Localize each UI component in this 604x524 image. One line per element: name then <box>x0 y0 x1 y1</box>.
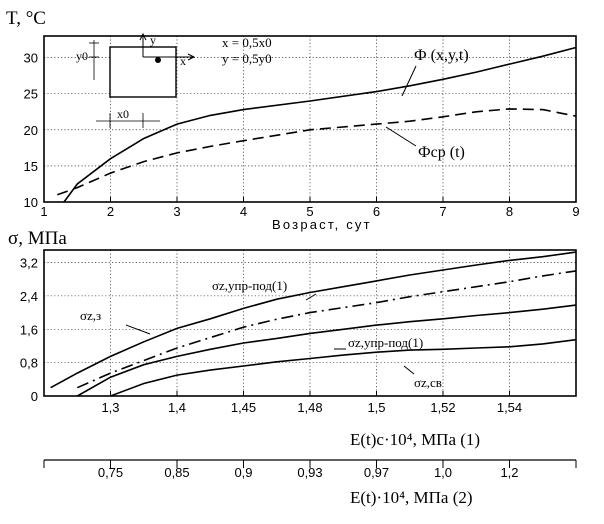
inset-axis-x: x <box>180 54 186 68</box>
bottom-y-axis-label: σ, МПа <box>8 228 67 249</box>
top-x-tick-label: 1 <box>40 204 47 219</box>
upr-mid-series-line <box>76 304 577 397</box>
phi-avg-leader-line <box>385 126 417 147</box>
sv-leader-line <box>403 365 415 375</box>
x-axis-1-label: E(t)с·10⁴, МПа (1) <box>350 430 480 449</box>
bottom-x1-tick-label: 1,48 <box>297 400 322 415</box>
bottom-y-tick-label: 3,2 <box>20 256 38 271</box>
top-x-tick-label: 4 <box>240 204 247 219</box>
phi-leader-line <box>401 65 417 97</box>
x-axis-2-tick-label: 1,2 <box>500 465 518 480</box>
x-axis-2-ticks: 0,75 0,85 0,9 0,93 0,97 1,0 1,2 <box>43 460 577 480</box>
top-y-tick-label: 30 <box>24 51 38 66</box>
bottom-chart-ticks: 1,3 1,4 1,45 1,48 1,5 1,52 1,54 0 0,8 1,6 2,4 3,2 <box>20 256 522 415</box>
x-axis-2-tick-label: 0,85 <box>164 465 189 480</box>
top-x-tick-label: 2 <box>107 204 114 219</box>
top-x-tick-label: 6 <box>373 204 380 219</box>
phi-avg-series-line <box>57 108 577 196</box>
inset-axis-y: y <box>150 33 156 47</box>
top-x-tick-label: 8 <box>506 204 513 219</box>
upr-mid-series-label: σz,упр-под(1) <box>348 335 423 350</box>
upr-top-series-label: σz,упр-под(1) <box>212 278 287 293</box>
z3-leader-line <box>125 324 151 335</box>
sv-series-label: σz,св <box>414 375 442 390</box>
top-x-tick-label: 9 <box>572 204 579 219</box>
upr-top-leader-line <box>305 293 317 301</box>
top-x-tick-label: 3 <box>173 204 180 219</box>
top-y-tick-label: 20 <box>24 123 38 138</box>
inset-dim-y: y0 <box>76 49 88 63</box>
phi-avg-series-label: Фср (t) <box>418 144 465 161</box>
bottom-y-tick-label: 0,8 <box>20 356 38 371</box>
z3-series-line <box>50 251 577 389</box>
top-y-axis-label: T, °C <box>6 8 46 29</box>
bottom-x1-tick-label: 1,5 <box>367 400 385 415</box>
bottom-x1-tick-label: 1,3 <box>101 400 119 415</box>
x-axis-2-tick-label: 0,97 <box>364 465 389 480</box>
top-chart-ticks: 1 2 3 4 5 6 7 8 9 10 15 20 25 30 <box>24 51 580 219</box>
top-y-tick-label: 25 <box>24 87 38 102</box>
x-axis-2-tick-label: 0,93 <box>297 465 322 480</box>
phi-series-line <box>63 46 577 203</box>
bottom-y-tick-label: 2,4 <box>20 289 38 304</box>
bottom-chart-grid <box>44 250 576 396</box>
bottom-x1-tick-label: 1,45 <box>231 400 256 415</box>
phi-series-label: Ф (x,y,t) <box>414 47 469 64</box>
x-axis-2-tick-label: 1,0 <box>434 465 452 480</box>
x-axis-2-label: E(t)·10⁴, МПа (2) <box>350 488 473 507</box>
sv-series-line <box>110 338 577 397</box>
bottom-y-tick-label: 1,6 <box>20 322 38 337</box>
inset-formula-y: y = 0,5y0 <box>222 51 272 66</box>
top-x-tick-label: 5 <box>306 204 313 219</box>
inset-point <box>155 57 161 63</box>
inset-formula-x: x = 0,5x0 <box>222 35 272 50</box>
bottom-x1-tick-label: 1,52 <box>430 400 455 415</box>
bottom-y-tick-label: 0 <box>31 389 38 404</box>
upr-top-series-line <box>76 270 577 389</box>
bottom-x1-tick-label: 1,54 <box>497 400 522 415</box>
top-x-tick-label: 7 <box>439 204 446 219</box>
top-chart-series <box>57 46 577 203</box>
bottom-chart-frame <box>43 249 577 397</box>
inset-dim-x: x0 <box>117 107 129 121</box>
top-y-tick-label: 15 <box>24 159 38 174</box>
x-axis-2-tick-label: 0,9 <box>234 465 252 480</box>
top-y-tick-label: 10 <box>24 195 38 210</box>
inset-diagram: y x y0 x0 x = 0,5x0 y = 0,5y0 <box>76 32 272 128</box>
bottom-chart-series <box>50 251 577 397</box>
z3-series-label: σz,з <box>80 308 101 323</box>
top-x-axis-label: Возраст, сут <box>272 217 372 232</box>
bottom-x1-tick-label: 1,4 <box>168 400 186 415</box>
x-axis-2-tick-label: 0,75 <box>98 465 123 480</box>
